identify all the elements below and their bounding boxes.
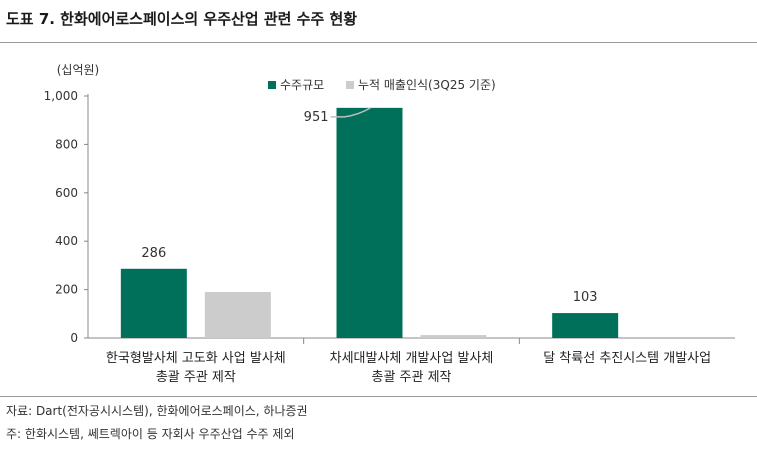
cumulative-bar — [204, 292, 271, 338]
page-title: 도표 7. 한화에어로스페이스의 우주산업 관련 수주 현황 — [6, 10, 358, 28]
x-tick-label: 총괄 주관 제작 — [156, 370, 236, 385]
source-note: 자료: Dart(전자공시시스템), 한화에어로스페이스, 하나증권 — [6, 404, 308, 418]
y-tick-label: 0 — [70, 331, 78, 345]
bar-chart: (십억원) 0 200 400 600 800 1,000 286 951 103 한국형발사체… — [44, 63, 735, 385]
data-label: 103 — [573, 290, 598, 305]
order-bar — [120, 268, 187, 338]
footer-divider — [0, 396, 757, 397]
y-tick-label: 600 — [55, 186, 78, 200]
legend-label: 누적 매출인식(3Q25 기준) — [358, 78, 496, 92]
legend-swatch — [268, 81, 276, 89]
order-bar — [336, 107, 403, 338]
y-unit-label: (십억원) — [57, 63, 99, 77]
label-connector — [330, 107, 371, 118]
x-tick-label: 차세대발사체 개발사업 발사체 — [330, 351, 494, 366]
cumulative-bar — [420, 335, 487, 338]
x-tick-label: 달 착륙선 추진시스템 개발사업 — [543, 351, 711, 366]
footnote: 주: 한화시스템, 쎄트렉아이 등 자회사 우주산업 수주 제외 — [6, 427, 295, 441]
x-tick-label: 한국형발사체 고도화 사업 발사체 — [106, 351, 286, 366]
y-tick-label: 200 — [55, 283, 78, 297]
y-tick-label: 800 — [55, 137, 78, 151]
title-divider — [0, 42, 757, 43]
order-bar — [552, 313, 619, 338]
data-label: 286 — [141, 246, 166, 261]
legend-label: 수주규모 — [280, 78, 324, 92]
data-label: 951 — [304, 110, 329, 125]
y-tick-label: 1,000 — [44, 89, 78, 103]
legend-swatch — [346, 81, 354, 89]
x-tick-label: 총괄 주관 제작 — [371, 370, 451, 385]
y-tick-label: 400 — [55, 234, 78, 248]
